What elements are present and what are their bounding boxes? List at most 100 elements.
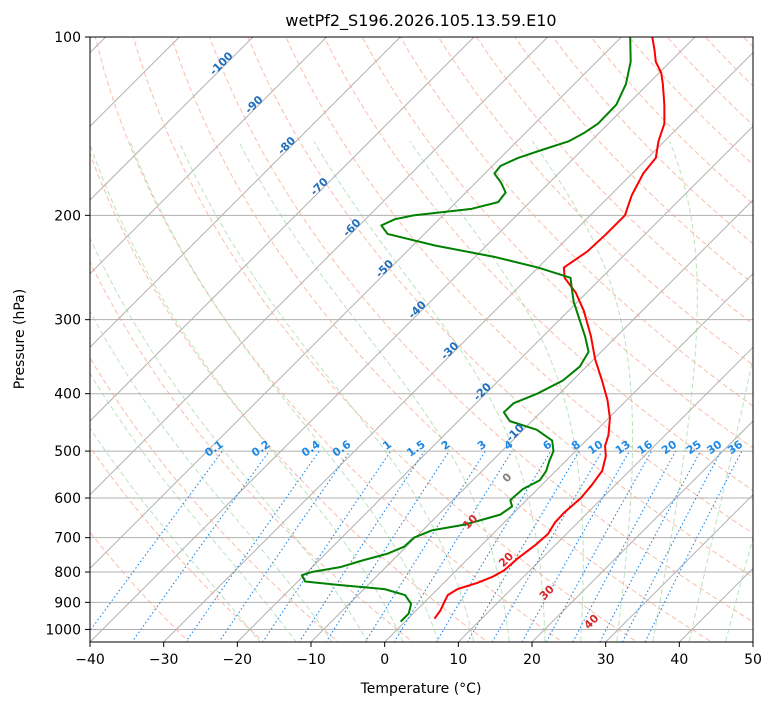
moist-adiabat <box>178 141 475 642</box>
dry-adiabat <box>90 531 190 642</box>
x-tick-label: 30 <box>597 652 615 668</box>
mixing-ratio-line <box>599 450 702 642</box>
x-axis-ticks: −40 −30 −20 −10 0 10 20 30 40 50 <box>75 642 762 668</box>
x-axis-label: Temperature (°C) <box>360 681 482 697</box>
chart-title: wetPf2_S196.2026.105.13.59.E10 <box>285 11 556 31</box>
skewed-isotherms <box>0 10 753 654</box>
mixing-ratio-line <box>491 450 603 642</box>
dry-adiabat <box>704 37 753 87</box>
mixing-ratio-line <box>185 450 320 642</box>
line-labels: 0.1 0.2 0.4 0.6 1 1.5 2 3 4 6 8 10 13 16 20 25 30 36-100-… <box>202 49 745 632</box>
moist-adiabat <box>90 427 261 642</box>
x-tick-label: 10 <box>449 652 467 668</box>
x-tick-label: 0 <box>380 652 389 668</box>
mixing-ratio-line <box>90 450 223 632</box>
dewpoint-profile-line <box>300 37 632 623</box>
isotherm-line <box>90 37 402 349</box>
mixing-ratio-label: 13 <box>613 438 633 457</box>
isotherm-line <box>604 493 753 642</box>
y-tick-label: 600 <box>54 491 81 507</box>
x-tick-label: −10 <box>296 652 326 668</box>
moist-adiabat <box>129 141 439 642</box>
isotherm-line <box>90 37 623 570</box>
mixing-ratio-line <box>218 450 351 642</box>
x-tick-label: −30 <box>149 652 179 668</box>
dry-adiabat-label: 30 <box>537 582 557 602</box>
moist-adiabat <box>238 141 510 642</box>
mixing-ratio-label: 1.5 <box>404 438 427 460</box>
dry-adiabat-label: -30 <box>438 339 461 362</box>
mixing-ratio-label: 16 <box>635 438 655 458</box>
dry-adiabat <box>399 37 753 407</box>
dry-adiabat <box>247 37 753 578</box>
mixing-ratio-line <box>572 450 677 642</box>
dry-adiabats <box>90 10 775 649</box>
isotherm-line <box>310 199 753 642</box>
dry-adiabat-label: -100 <box>207 49 236 78</box>
dry-adiabat-label: -60 <box>340 216 363 239</box>
isotherm-line <box>383 272 753 642</box>
dry-adiabat <box>437 37 753 366</box>
y-tick-label: 300 <box>54 313 81 329</box>
moist-adiabat <box>725 536 753 642</box>
dry-adiabat <box>209 37 753 623</box>
y-tick-label: 700 <box>54 531 81 547</box>
moist-adiabats <box>90 141 753 642</box>
mixing-ratio-line <box>644 450 743 642</box>
mixing-ratio-label: 0.2 <box>249 438 272 460</box>
dry-adiabat-label: -90 <box>242 93 265 116</box>
y-tick-label: 900 <box>54 595 81 611</box>
isotherm-line <box>90 37 328 275</box>
mixing-ratio-lines <box>90 450 743 642</box>
x-tick-label: 20 <box>523 652 541 668</box>
dry-adiabat <box>755 10 775 649</box>
dry-adiabat <box>94 37 564 642</box>
dry-adiabat-label: 20 <box>496 549 516 569</box>
moist-adiabat <box>90 310 333 642</box>
mixing-ratio-label: 0.6 <box>330 438 354 460</box>
y-tick-label: 400 <box>54 387 81 403</box>
isotherm-line <box>678 567 753 642</box>
y-axis-label: Pressure (hPa) <box>12 289 28 389</box>
mixing-ratio-label: 3 <box>475 438 489 453</box>
dry-adiabat-label: -80 <box>275 134 298 157</box>
plot-frame <box>89 36 754 643</box>
dry-adiabat <box>361 37 753 449</box>
isobar-gridlines <box>90 37 753 630</box>
isotherm-line <box>0 10 59 654</box>
dry-adiabat <box>628 37 753 166</box>
y-tick-label: 200 <box>54 208 81 224</box>
dry-adiabat <box>90 446 265 642</box>
mixing-ratio-line <box>435 450 552 642</box>
mixing-ratio-label: 30 <box>704 438 724 458</box>
isotherm-line <box>90 37 549 496</box>
dry-adiabat <box>90 356 340 642</box>
moist-adiabat <box>688 355 753 642</box>
mixing-ratio-line <box>262 450 392 642</box>
isotherm-line <box>90 37 254 201</box>
y-tick-label: 500 <box>54 444 81 460</box>
mixing-ratio-label: 2 <box>439 438 453 453</box>
isotherm-line <box>90 37 696 642</box>
sounding-profiles <box>300 37 666 623</box>
dry-adiabat-label: -40 <box>406 298 429 321</box>
dry-adiabat <box>742 37 753 48</box>
y-axis-ticks: 100 200 300 400 500 600 700 800 900 1000 <box>45 30 90 638</box>
mixing-ratio-label: 0.4 <box>299 438 323 460</box>
x-tick-label: 40 <box>670 652 688 668</box>
mixing-ratio-label: 10 <box>586 438 606 458</box>
mixing-ratio-label: 20 <box>659 438 679 458</box>
x-tick-label: −40 <box>75 652 105 668</box>
moist-adiabat <box>313 141 546 642</box>
isotherm-line <box>90 37 475 422</box>
mixing-ratio-line <box>521 450 630 642</box>
y-tick-label: 800 <box>54 565 81 581</box>
plot-area: 0.1 0.2 0.4 0.6 1 1.5 2 3 4 6 8 10 13 16 20 25 30 36-100-… <box>0 10 775 654</box>
isotherm-line <box>531 420 753 642</box>
dry-adiabat <box>170 37 713 642</box>
moist-adiabat <box>90 236 369 642</box>
dry-adiabat <box>552 37 753 245</box>
isotherm-line <box>90 37 181 128</box>
dry-adiabat-label: -70 <box>308 175 331 198</box>
